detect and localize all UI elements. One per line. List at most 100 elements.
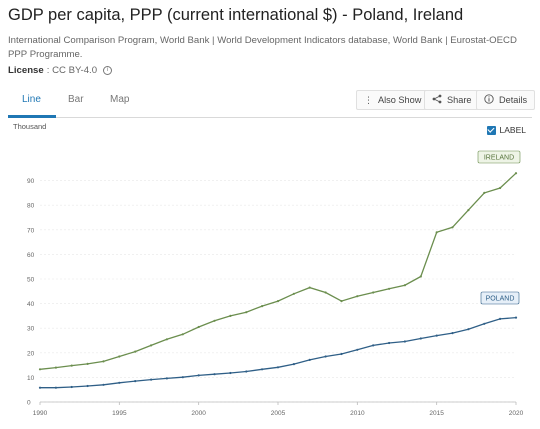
data-point-ireland	[451, 226, 454, 229]
series-labels: IRELAND POLAND	[477, 150, 521, 305]
share-label: Share	[447, 95, 472, 105]
data-point-poland	[514, 316, 518, 319]
data-point-ireland	[38, 368, 42, 371]
y-tick-label: 70	[27, 227, 35, 234]
also-show-button[interactable]: ⋮ Also Show	[356, 90, 430, 110]
data-point-poland	[245, 370, 248, 373]
x-tick-label: 2010	[350, 410, 365, 417]
tab-line[interactable]: Line	[22, 94, 41, 105]
data-point-ireland	[245, 311, 248, 314]
data-point-ireland	[165, 338, 168, 341]
data-point-poland	[499, 317, 502, 320]
data-point-poland	[181, 376, 184, 379]
data-point-ireland	[118, 355, 121, 358]
data-point-poland	[197, 374, 200, 377]
x-tick-label: 1995	[112, 410, 127, 417]
series-label-poland: POLAND	[486, 296, 515, 303]
data-point-poland	[276, 366, 280, 369]
data-point-poland	[54, 386, 58, 389]
x-tick-label: 2020	[509, 410, 524, 417]
data-point-poland	[38, 386, 42, 389]
data-point-ireland	[276, 300, 280, 303]
data-point-ireland	[403, 284, 406, 287]
details-button[interactable]: Details	[476, 90, 536, 110]
label-checkbox[interactable]	[486, 125, 496, 135]
y-tick-label: 10	[27, 375, 35, 382]
license-label: License	[8, 65, 44, 76]
share-button[interactable]: Share	[424, 90, 480, 110]
data-point-ireland	[356, 295, 359, 298]
chart-series	[38, 172, 518, 389]
data-point-ireland	[261, 305, 264, 308]
data-point-ireland	[419, 275, 422, 278]
chart-grid	[40, 180, 516, 403]
y-tick-label: 30	[27, 326, 35, 333]
y-axis-ticks: Thousand 0 10 20 30 40 50 60 70 80 90	[13, 122, 46, 407]
data-point-poland	[403, 340, 406, 343]
data-point-ireland	[324, 291, 327, 294]
data-point-poland	[229, 371, 232, 375]
source-text: International Comparison Program, World …	[8, 35, 517, 60]
y-tick-label: 60	[27, 252, 35, 259]
series-label-ireland: IRELAND	[484, 155, 514, 162]
data-point-ireland	[499, 186, 502, 190]
data-point-ireland	[229, 314, 232, 317]
data-point-ireland	[70, 364, 73, 367]
y-tick-label: 20	[27, 350, 35, 357]
license-line: License : CC BY-4.0 i	[8, 65, 113, 76]
data-point-poland	[324, 355, 327, 358]
data-point-ireland	[181, 333, 184, 336]
data-point-ireland	[372, 291, 375, 294]
data-point-poland	[483, 322, 486, 325]
series-label-box-ireland	[477, 150, 521, 164]
data-point-poland	[451, 332, 454, 335]
data-point-poland	[372, 344, 375, 347]
share-icon	[432, 94, 442, 106]
data-point-ireland	[213, 319, 216, 322]
data-point-ireland	[86, 362, 89, 365]
x-axis-ticks: 1990 1995 2000 2005 2010 2015 2020	[33, 402, 524, 417]
data-point-poland	[356, 348, 359, 351]
data-point-poland	[165, 377, 168, 380]
y-tick-label: 50	[27, 277, 35, 284]
data-point-ireland	[514, 172, 518, 175]
data-point-ireland	[388, 287, 391, 290]
data-point-poland	[86, 384, 89, 388]
data-point-poland	[467, 328, 470, 331]
data-point-poland	[150, 378, 153, 381]
data-point-ireland	[150, 344, 153, 347]
info-circle-icon	[484, 94, 494, 106]
also-show-label: Also Show	[378, 95, 422, 105]
data-point-poland	[134, 380, 137, 383]
x-tick-label: 2000	[191, 410, 206, 417]
details-label: Details	[499, 95, 528, 105]
x-tick-label: 1990	[33, 410, 48, 417]
x-tick-label: 2005	[271, 410, 286, 417]
line-chart: Thousand 0 10 20 30 40 50 60 70 80 90 1990 1995 2000…	[13, 122, 524, 417]
data-point-ireland	[197, 325, 200, 329]
y-axis-unit-label: Thousand	[13, 122, 46, 131]
dots-vertical-icon: ⋮	[364, 94, 373, 105]
data-point-poland	[308, 358, 311, 361]
license-value: : CC BY-4.0	[46, 65, 98, 76]
tab-map[interactable]: Map	[110, 94, 130, 105]
label-toggle-text: LABEL	[499, 125, 526, 135]
data-point-ireland	[435, 231, 438, 234]
y-tick-label: 40	[27, 301, 35, 308]
y-tick-label: 80	[27, 203, 35, 210]
data-point-poland	[340, 352, 343, 356]
chart-tabs: Line Bar Map	[8, 86, 532, 118]
data-point-poland	[261, 368, 264, 371]
data-point-ireland	[467, 209, 470, 212]
page-title: GDP per capita, PPP (current internation…	[8, 6, 464, 24]
data-point-ireland	[340, 300, 343, 303]
series-label-box-poland	[480, 291, 520, 305]
data-point-ireland	[292, 292, 295, 295]
info-icon[interactable]: i	[103, 66, 113, 75]
data-point-ireland	[308, 286, 311, 289]
tab-bar[interactable]: Bar	[68, 94, 84, 105]
data-point-poland	[213, 373, 216, 376]
data-point-poland	[118, 381, 121, 384]
label-toggle[interactable]: LABEL	[486, 125, 526, 135]
data-point-poland	[70, 385, 73, 389]
